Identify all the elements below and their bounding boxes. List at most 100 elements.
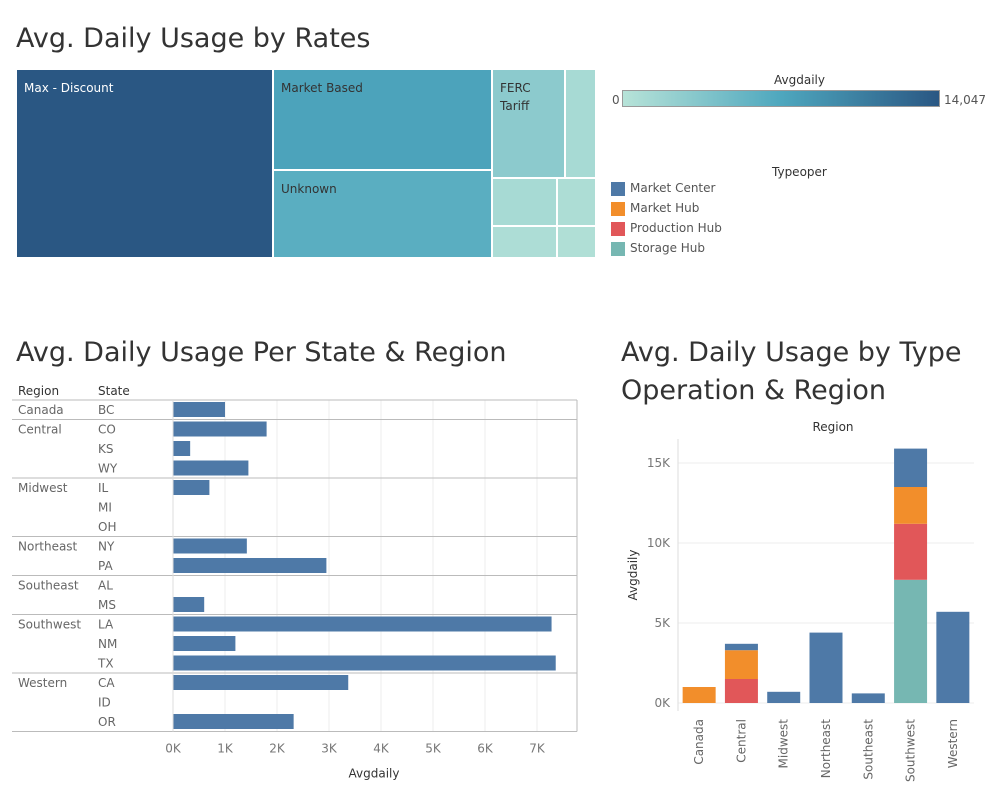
region-label: Northeast — [18, 540, 78, 554]
type-legend-swatch — [611, 202, 625, 216]
type-chart-title-line2: Operation & Region — [621, 375, 887, 406]
stacked-bar-segment — [724, 650, 758, 679]
region-label: Central — [18, 423, 62, 437]
stacked-bar-segment — [936, 611, 970, 703]
bar — [173, 675, 349, 690]
type-region-stacked-bar-chart: Region 0K 5K 10K 15K Canada Central Midwest Nort… — [626, 420, 974, 782]
y-tick-label: 10K — [647, 536, 671, 550]
treemap-cell-label: Unknown — [281, 182, 337, 196]
x-category-label: Northeast — [819, 719, 833, 779]
state-label: TX — [97, 657, 114, 671]
x-tick-label: 3K — [321, 742, 338, 756]
x-tick-label: 4K — [373, 742, 390, 756]
x-tick-label: 1K — [217, 742, 234, 756]
region-label: Southeast — [18, 579, 79, 593]
treemap-cell — [557, 178, 596, 226]
type-chart-title-line1: Avg. Daily Usage by Type — [621, 337, 962, 368]
bar — [173, 421, 267, 437]
type-legend-label: Market Hub — [630, 201, 700, 215]
region-label: Southwest — [18, 618, 81, 632]
bar — [173, 616, 552, 632]
bar — [173, 558, 327, 573]
stacked-bar-segment — [894, 448, 928, 487]
state-label: PA — [98, 559, 113, 573]
state-label: IL — [98, 481, 109, 495]
col-header-region: Region — [18, 384, 59, 398]
state-label: MI — [98, 501, 112, 515]
state-label: LA — [98, 618, 114, 632]
x-category-label: Central — [734, 719, 748, 763]
state-chart-title: Avg. Daily Usage Per State & Region — [16, 337, 507, 368]
x-tick-label: 2K — [269, 742, 286, 756]
bar — [173, 460, 249, 476]
stacked-bar-segment — [724, 679, 758, 703]
stacked-bar-segment — [851, 693, 885, 703]
region-label: Canada — [18, 403, 64, 417]
treemap-cell — [492, 178, 557, 226]
state-label: ID — [98, 696, 111, 710]
state-label: NY — [98, 540, 115, 554]
region-label: Midwest — [18, 481, 68, 495]
bar — [173, 538, 247, 554]
x-category-label: Midwest — [777, 719, 791, 769]
x-tick-label: 7K — [529, 742, 546, 756]
y-tick-label: 5K — [654, 616, 671, 630]
treemap-cell-label: FERC Tariff — [500, 81, 531, 113]
state-label: NM — [98, 637, 117, 651]
col-header-state: State — [98, 384, 130, 398]
y-tick-label: 15K — [647, 456, 671, 470]
treemap-cell — [565, 69, 596, 178]
treemap-cell: Unknown — [273, 170, 492, 258]
treemap-cell: Max - Discount — [16, 69, 273, 258]
color-legend-max: 14,047 — [944, 93, 986, 107]
type-legend-swatch — [611, 242, 625, 256]
type-legend-title: Typeoper — [772, 165, 827, 179]
state-label: CO — [98, 423, 116, 437]
type-legend-label: Market Center — [630, 181, 716, 195]
state-label: OH — [98, 520, 116, 534]
x-category-label: Southeast — [861, 719, 875, 780]
color-legend-ramp — [622, 90, 940, 107]
treemap-cell-label: Market Based — [281, 81, 363, 95]
x-axis-label: Avgdaily — [349, 767, 400, 781]
type-legend-label: Production Hub — [630, 221, 722, 235]
stacked-bar-segment — [894, 487, 928, 524]
stacked-bar-segment — [894, 523, 928, 580]
state-region-bar-chart: Region State Canada BC Central CO KS WY Midwest I… — [12, 384, 578, 781]
bar — [173, 402, 225, 417]
state-label: OR — [98, 715, 116, 729]
region-label: Western — [18, 676, 67, 690]
stacked-bar-segment — [724, 643, 758, 651]
type-legend-swatch — [611, 222, 625, 236]
state-label: KS — [98, 442, 114, 456]
bar — [173, 441, 191, 456]
state-label: MS — [98, 598, 116, 612]
stacked-bar-segment — [894, 579, 928, 703]
x-category-label: Western — [946, 719, 960, 768]
x-category-label: Canada — [692, 719, 706, 765]
color-legend-title: Avgdaily — [774, 73, 825, 87]
x-tick-label: 6K — [477, 742, 494, 756]
state-label: CA — [98, 676, 115, 690]
x-tick-label: 0K — [165, 742, 182, 756]
type-legend-swatch — [611, 182, 625, 196]
rates-treemap: Max - Discount Market Based Unknown FERC Ta… — [16, 69, 596, 258]
bar — [173, 714, 294, 729]
bar — [173, 597, 205, 612]
stacked-bar-segment — [682, 687, 716, 703]
bar — [173, 480, 210, 495]
treemap-cell-label: Max - Discount — [24, 81, 114, 95]
state-label: BC — [98, 403, 114, 417]
color-legend-min: 0 — [612, 93, 620, 107]
treemap-cell: Market Based — [273, 69, 492, 170]
treemap-cell — [492, 226, 557, 258]
x-category-label: Southwest — [904, 719, 918, 782]
y-axis-label: Avgdaily — [626, 550, 640, 601]
region-header: Region — [812, 420, 853, 434]
treemap-cell — [557, 226, 596, 258]
x-tick-label: 5K — [425, 742, 442, 756]
type-legend: Market Center Market Hub Production Hub Sto… — [611, 181, 811, 265]
state-label: WY — [98, 462, 118, 476]
stacked-bar-segment — [767, 691, 801, 703]
bar — [173, 636, 236, 651]
